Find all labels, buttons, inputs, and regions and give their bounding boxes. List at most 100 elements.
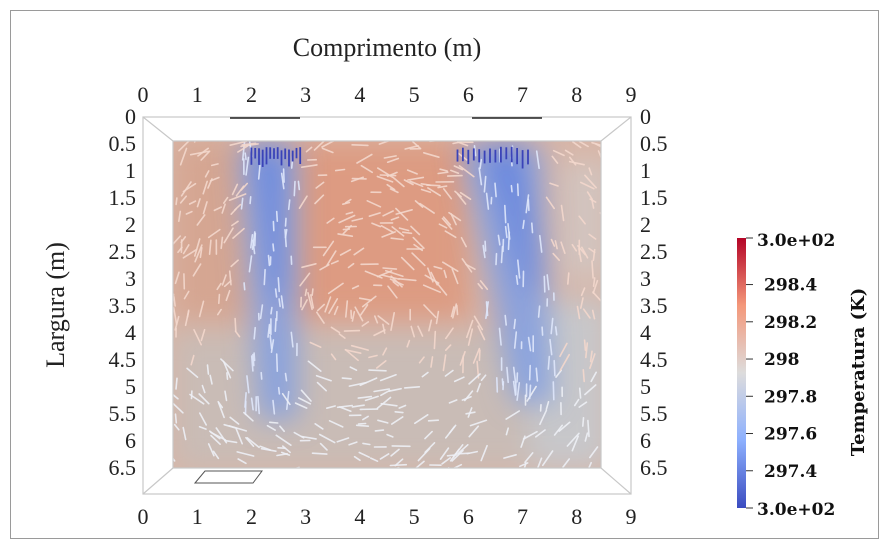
velocity-vector: [179, 147, 188, 166]
velocity-vector: [237, 458, 247, 465]
velocity-vector: [228, 425, 247, 432]
velocity-vector: [357, 395, 373, 399]
velocity-vector: [280, 172, 285, 190]
velocity-vector: [272, 243, 275, 252]
right-tick-label: 1.5: [640, 185, 668, 210]
velocity-vector: [282, 168, 285, 183]
velocity-vector: [188, 200, 197, 205]
velocity-vector: [201, 384, 206, 394]
colorbar-gradient: [737, 238, 746, 508]
velocity-vector: [341, 377, 352, 380]
velocity-vector: [536, 457, 543, 468]
velocity-vector: [401, 231, 413, 235]
velocity-vector: [592, 277, 596, 288]
velocity-vector: [376, 396, 392, 410]
velocity-vector: [311, 452, 328, 455]
velocity-vector: [173, 307, 178, 326]
velocity-vector: [221, 203, 226, 214]
velocity-vector: [377, 419, 389, 424]
velocity-vector: [523, 462, 527, 468]
velocity-vector: [226, 372, 229, 381]
velocity-vector: [304, 288, 308, 297]
velocity-vector: [438, 223, 448, 229]
velocity-vector: [249, 196, 252, 205]
velocity-vector: [246, 437, 260, 449]
velocity-vector: [344, 300, 349, 318]
velocity-vector: [387, 285, 398, 299]
velocity-vector: [267, 254, 271, 267]
velocity-vector: [275, 210, 279, 222]
velocity-vector: [442, 188, 453, 200]
velocity-vector: [250, 397, 254, 411]
velocity-vector: [386, 433, 394, 438]
velocity-vector: [278, 298, 281, 308]
velocity-vector: [374, 429, 385, 432]
velocity-vector: [266, 424, 276, 431]
velocity-vector: [281, 392, 291, 406]
velocity-vector: [241, 142, 257, 146]
bottom-tick-label: 0: [138, 504, 149, 529]
velocity-vector: [482, 244, 486, 259]
velocity-vector: [251, 231, 256, 250]
velocity-vector: [192, 263, 202, 277]
velocity-vector: [448, 399, 458, 404]
velocity-vector: [173, 402, 184, 414]
velocity-vector: [366, 200, 382, 208]
velocity-vector: [229, 416, 240, 425]
velocity-vector: [382, 347, 388, 356]
velocity-vector: [417, 447, 431, 462]
velocity-vector: [199, 247, 203, 259]
velocity-vector: [512, 366, 517, 383]
velocity-vector: [420, 188, 432, 194]
velocity-vector: [441, 457, 452, 465]
bottom-tick-label: 9: [626, 504, 637, 529]
left-axis-label: Largura (m): [41, 242, 70, 368]
velocity-vector: [395, 207, 409, 221]
velocity-vector: [394, 458, 404, 467]
velocity-vector: [173, 457, 176, 462]
velocity-vector: [281, 445, 291, 454]
velocity-vector: [442, 216, 452, 226]
bottom-tick-label: 6: [463, 504, 474, 529]
left-tick-label: 4.5: [109, 347, 137, 372]
velocity-vector: [595, 143, 601, 148]
velocity-vector: [382, 323, 386, 334]
velocity-vector: [223, 227, 234, 244]
velocity-vector: [516, 381, 521, 402]
velocity-vector: [588, 167, 593, 176]
velocity-vector: [379, 453, 390, 460]
velocity-vector: [338, 333, 346, 339]
velocity-vector: [590, 371, 598, 383]
velocity-vector: [591, 260, 594, 279]
velocity-vector: [584, 342, 589, 359]
velocity-vector: [452, 463, 463, 468]
velocity-vector: [568, 160, 585, 166]
velocity-vector: [217, 400, 224, 409]
velocity-vector: [268, 421, 279, 424]
velocity-vector: [479, 158, 483, 170]
velocity-vector: [234, 203, 242, 211]
velocity-vector: [301, 299, 308, 311]
velocity-vector: [588, 446, 599, 459]
velocity-vector: [272, 399, 276, 415]
velocity-vector: [368, 212, 381, 217]
velocity-vector: [253, 352, 256, 362]
velocity-vector: [293, 180, 296, 197]
right-tick-label: 6.5: [640, 455, 668, 480]
right-tick-label: 3: [640, 266, 651, 291]
velocity-vector: [473, 145, 477, 157]
velocity-vector: [368, 369, 387, 372]
velocity-vector: [174, 413, 178, 424]
velocity-vector: [404, 145, 419, 150]
velocity-vector: [478, 349, 481, 362]
velocity-vector: [382, 210, 394, 217]
velocity-vector: [580, 246, 589, 259]
velocity-vector: [362, 415, 369, 421]
velocity-vector: [588, 233, 597, 240]
velocity-vector: [330, 326, 341, 334]
velocity-vector: [342, 228, 351, 231]
velocity-vector: [530, 222, 534, 234]
velocity-vector: [179, 195, 187, 204]
velocity-vector: [412, 141, 421, 149]
velocity-vector: [194, 244, 203, 263]
